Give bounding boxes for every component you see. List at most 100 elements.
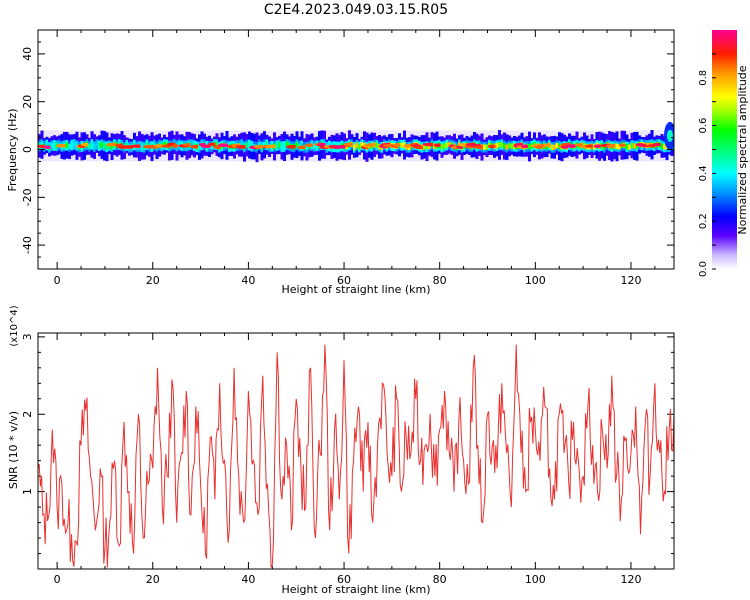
y-tick-label: 40 xyxy=(21,47,34,61)
heatmap-cell xyxy=(635,143,639,149)
heatmap-hotspot xyxy=(593,144,603,149)
x-tick-label: 0 xyxy=(54,573,61,586)
x-tick-label: 100 xyxy=(525,573,546,586)
heatmap-hotspot xyxy=(543,143,553,147)
heatmap-cell xyxy=(50,143,54,149)
heatmap-hotspot xyxy=(43,145,53,150)
heatmap-cell xyxy=(285,141,289,148)
colorbar: 0.0 0.2 0.4 0.6 0.8 Normalized spectral ampl… xyxy=(698,30,749,277)
colorbar-tick-label: 0.4 xyxy=(698,165,709,181)
heatmap-cell xyxy=(90,141,94,148)
heatmap-cell xyxy=(190,141,194,148)
colorbar-label: Normalized spectral amplitude xyxy=(736,65,749,234)
y-tick-label: 20 xyxy=(21,95,34,109)
heatmap-cell xyxy=(353,144,356,151)
spectrogram-frame xyxy=(37,29,675,270)
heatmap-cell xyxy=(110,143,114,150)
y-tick-label: 1 xyxy=(21,488,34,495)
x-tick-label: 40 xyxy=(241,573,255,586)
heatmap-cell xyxy=(528,143,531,150)
colorbar-tick-label: 0.0 xyxy=(698,261,709,277)
heatmap-cell xyxy=(358,144,361,150)
heatmap-cell xyxy=(355,142,359,148)
heatmap-cell xyxy=(633,143,636,149)
colorbar-tick-label: 0.8 xyxy=(698,70,709,86)
heatmap-cell xyxy=(88,143,91,149)
heatmap-cell xyxy=(105,144,109,150)
heatmap-cell xyxy=(305,144,309,150)
x-tick-label: 20 xyxy=(146,573,160,586)
heatmap-cell xyxy=(443,143,446,149)
heatmap-cell xyxy=(103,143,106,149)
heatmap-cell xyxy=(248,142,251,148)
figure-title: C2E4.2023.049.03.15.R05 xyxy=(264,2,448,18)
heatmap-cell xyxy=(485,144,489,150)
heatmap-cell xyxy=(660,143,664,149)
heatmap-cell xyxy=(53,142,56,149)
heatmap-cell xyxy=(663,144,666,150)
heatmap-cell xyxy=(360,142,364,148)
heatmap-cell xyxy=(628,144,631,150)
heatmap-cell xyxy=(240,142,244,148)
heatmap-cell xyxy=(618,144,621,150)
heatmap-hotspot xyxy=(393,143,403,147)
heatmap-cell xyxy=(503,143,506,149)
heatmap-cell xyxy=(615,143,619,149)
heatmap-cell xyxy=(603,144,606,150)
heatmap-hotspot xyxy=(170,144,181,148)
x-tick-label: 120 xyxy=(620,274,641,287)
y-tick-label: -20 xyxy=(21,188,34,206)
heatmap-cell xyxy=(265,142,269,148)
heatmap-cell xyxy=(100,142,104,148)
colorbar-gradient xyxy=(712,30,737,269)
heatmap-cell xyxy=(73,141,76,148)
heatmap-cell xyxy=(178,142,181,148)
heatmap-cell xyxy=(425,144,429,150)
heatmap-cell xyxy=(245,142,249,148)
x-tick-label: 0 xyxy=(54,274,61,287)
y-tick-label: 0 xyxy=(21,146,34,153)
x-tick-label: 80 xyxy=(433,573,447,586)
snr-y-axis-label: SNR (10 * v/v) xyxy=(7,411,20,489)
heatmap-cell xyxy=(98,143,101,149)
x-tick-label: 100 xyxy=(525,274,546,287)
snr-line xyxy=(38,344,674,568)
heatmap-cell xyxy=(440,144,444,150)
heatmap-hotspot xyxy=(80,142,91,147)
spectrogram-ticks: 0 20 40 60 80 100 120 40 20 0 -20 -40 xyxy=(21,29,674,287)
heatmap-cell xyxy=(550,144,554,150)
heatmap-cell xyxy=(445,142,449,148)
spectrogram-x-axis-label: Height of straight line (km) xyxy=(281,283,430,296)
y-tick-label: -40 xyxy=(21,236,34,254)
heatmap-cell xyxy=(495,143,499,149)
heatmap-hotspot xyxy=(521,144,530,149)
heatmap-hotspot xyxy=(433,143,443,147)
heatmap-cell xyxy=(553,144,556,150)
heatmap-cell xyxy=(630,142,634,149)
heatmap-cell xyxy=(510,143,514,149)
heatmap-cell xyxy=(68,143,71,150)
colorbar-ticks: 0.0 0.2 0.4 0.6 0.8 xyxy=(698,53,716,277)
heatmap-cell xyxy=(215,142,219,148)
heatmap-cell xyxy=(400,142,404,149)
heatmap-cell xyxy=(275,142,279,149)
heatmap-cell xyxy=(283,143,286,150)
heatmap-cell xyxy=(313,143,316,149)
heatmap-cell xyxy=(667,129,673,142)
heatmap-hotspot xyxy=(618,143,628,147)
heatmap-cell xyxy=(448,141,451,148)
heatmap-cell xyxy=(278,142,281,148)
heatmap-cell xyxy=(423,144,426,150)
x-tick-label: 60 xyxy=(337,573,351,586)
heatmap-cell xyxy=(498,142,501,148)
heatmap-cell xyxy=(505,144,509,150)
heatmap-cell xyxy=(140,144,144,150)
snr-series xyxy=(38,344,674,568)
heatmap-cell xyxy=(428,143,431,150)
x-tick-label: 60 xyxy=(337,274,351,287)
heatmap-cell xyxy=(500,141,504,148)
y-tick-label: 2 xyxy=(21,411,34,418)
heatmap-cell xyxy=(263,142,266,148)
heatmap-cell xyxy=(508,143,511,149)
